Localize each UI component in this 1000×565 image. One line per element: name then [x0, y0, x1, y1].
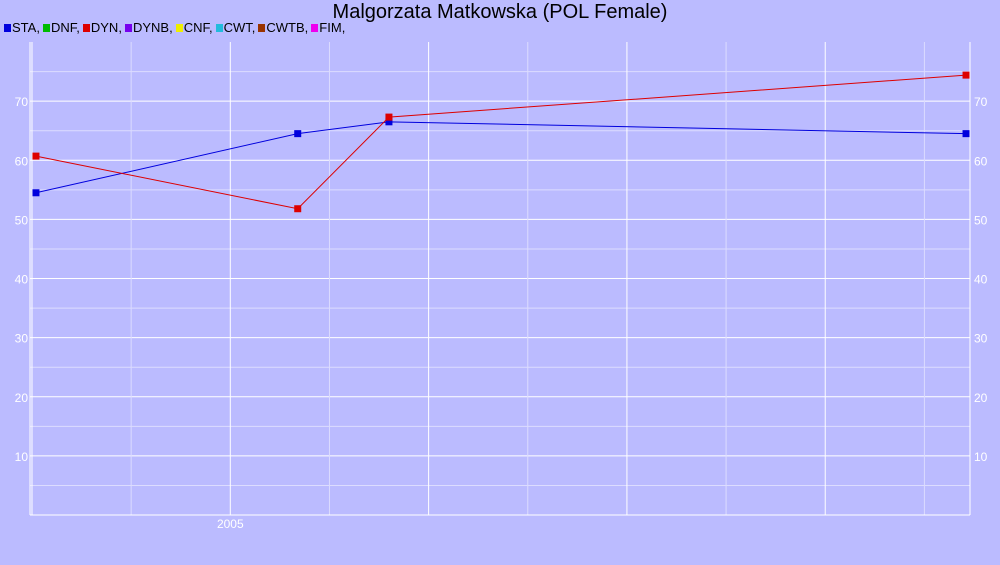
legend-swatch-cwt [215, 24, 223, 32]
legend-swatch-dynb [124, 24, 132, 32]
legend-item-cwt: CWT, [215, 20, 256, 35]
legend-separator: , [76, 20, 80, 35]
y-tick-label-left: 30 [15, 332, 29, 346]
legend-separator: , [304, 20, 309, 35]
y-tick-label-left: 60 [15, 154, 29, 168]
data-point-dyn [294, 205, 302, 213]
legend-item-dnf: DNF, [42, 20, 80, 35]
y-tick-label-left: 40 [15, 273, 29, 287]
data-point-sta [294, 130, 302, 138]
legend-label-dnf: DNF [50, 20, 77, 35]
y-tick-label-left: 20 [15, 391, 29, 405]
y-tick-label-right: 60 [974, 154, 988, 168]
y-tick-label-right: 20 [974, 391, 988, 405]
legend-swatch-cnf [175, 24, 183, 32]
chart-title: Malgorzata Matkowska (POL Female) [332, 1, 668, 23]
data-point-sta [32, 189, 40, 197]
data-point-dyn [32, 152, 40, 160]
y-tick-label-left: 70 [15, 95, 29, 109]
series-line-dyn [35, 74, 967, 210]
x-tick-label: 2005 [217, 517, 244, 531]
y-tick-label-left: 50 [15, 213, 29, 227]
data-point-dyn [962, 71, 970, 79]
legend-separator: , [36, 20, 40, 35]
legend-swatch-sta [4, 24, 11, 32]
legend-separator: , [251, 20, 256, 35]
y-tick-label-right: 40 [974, 273, 988, 287]
legend-item-dyn: DYN, [82, 20, 122, 35]
data-point-sta [962, 130, 970, 138]
legend-swatch-fim [311, 24, 319, 32]
legend-label-sta: STA [12, 20, 37, 35]
y-tick-label-right: 30 [974, 332, 988, 346]
legend-label-cnf: CNF [183, 20, 209, 35]
legend-label-cwtb: CWTB [266, 20, 305, 35]
legend-item-cnf: CNF, [175, 20, 213, 35]
data-point-sta [385, 118, 393, 126]
legend-label-dynb: DYNB [132, 20, 170, 35]
legend-label-cwt: CWT [223, 20, 252, 35]
legend-item-dynb: DYNB, [124, 20, 173, 35]
legend-swatch-dyn [82, 24, 90, 32]
legend-item-fim: FIM, [311, 20, 345, 35]
y-tick-label-right: 10 [974, 450, 988, 464]
y-tick-label-right: 50 [974, 213, 988, 227]
series-line-sta [35, 121, 967, 194]
legend-label-dyn: DYN [90, 20, 119, 35]
y-tick-label-right: 70 [974, 95, 988, 109]
legend-separator: , [341, 20, 346, 35]
legend-swatch-dnf [42, 24, 50, 32]
legend-item-sta: STA, [4, 20, 40, 35]
legend-separator: , [169, 20, 173, 35]
legend-item-cwtb: CWTB, [258, 20, 308, 35]
y-tick-label-left: 10 [15, 450, 29, 464]
legend-swatch-cwtb [258, 24, 266, 32]
data-point-dyn [385, 113, 393, 121]
legend-separator: , [208, 20, 213, 35]
legend: STA, DNF, DYN, DYNB, CNF, CWT, CWTB, FIM, [4, 20, 348, 35]
legend-label-fim: FIM [319, 20, 342, 35]
legend-separator: , [118, 20, 122, 35]
